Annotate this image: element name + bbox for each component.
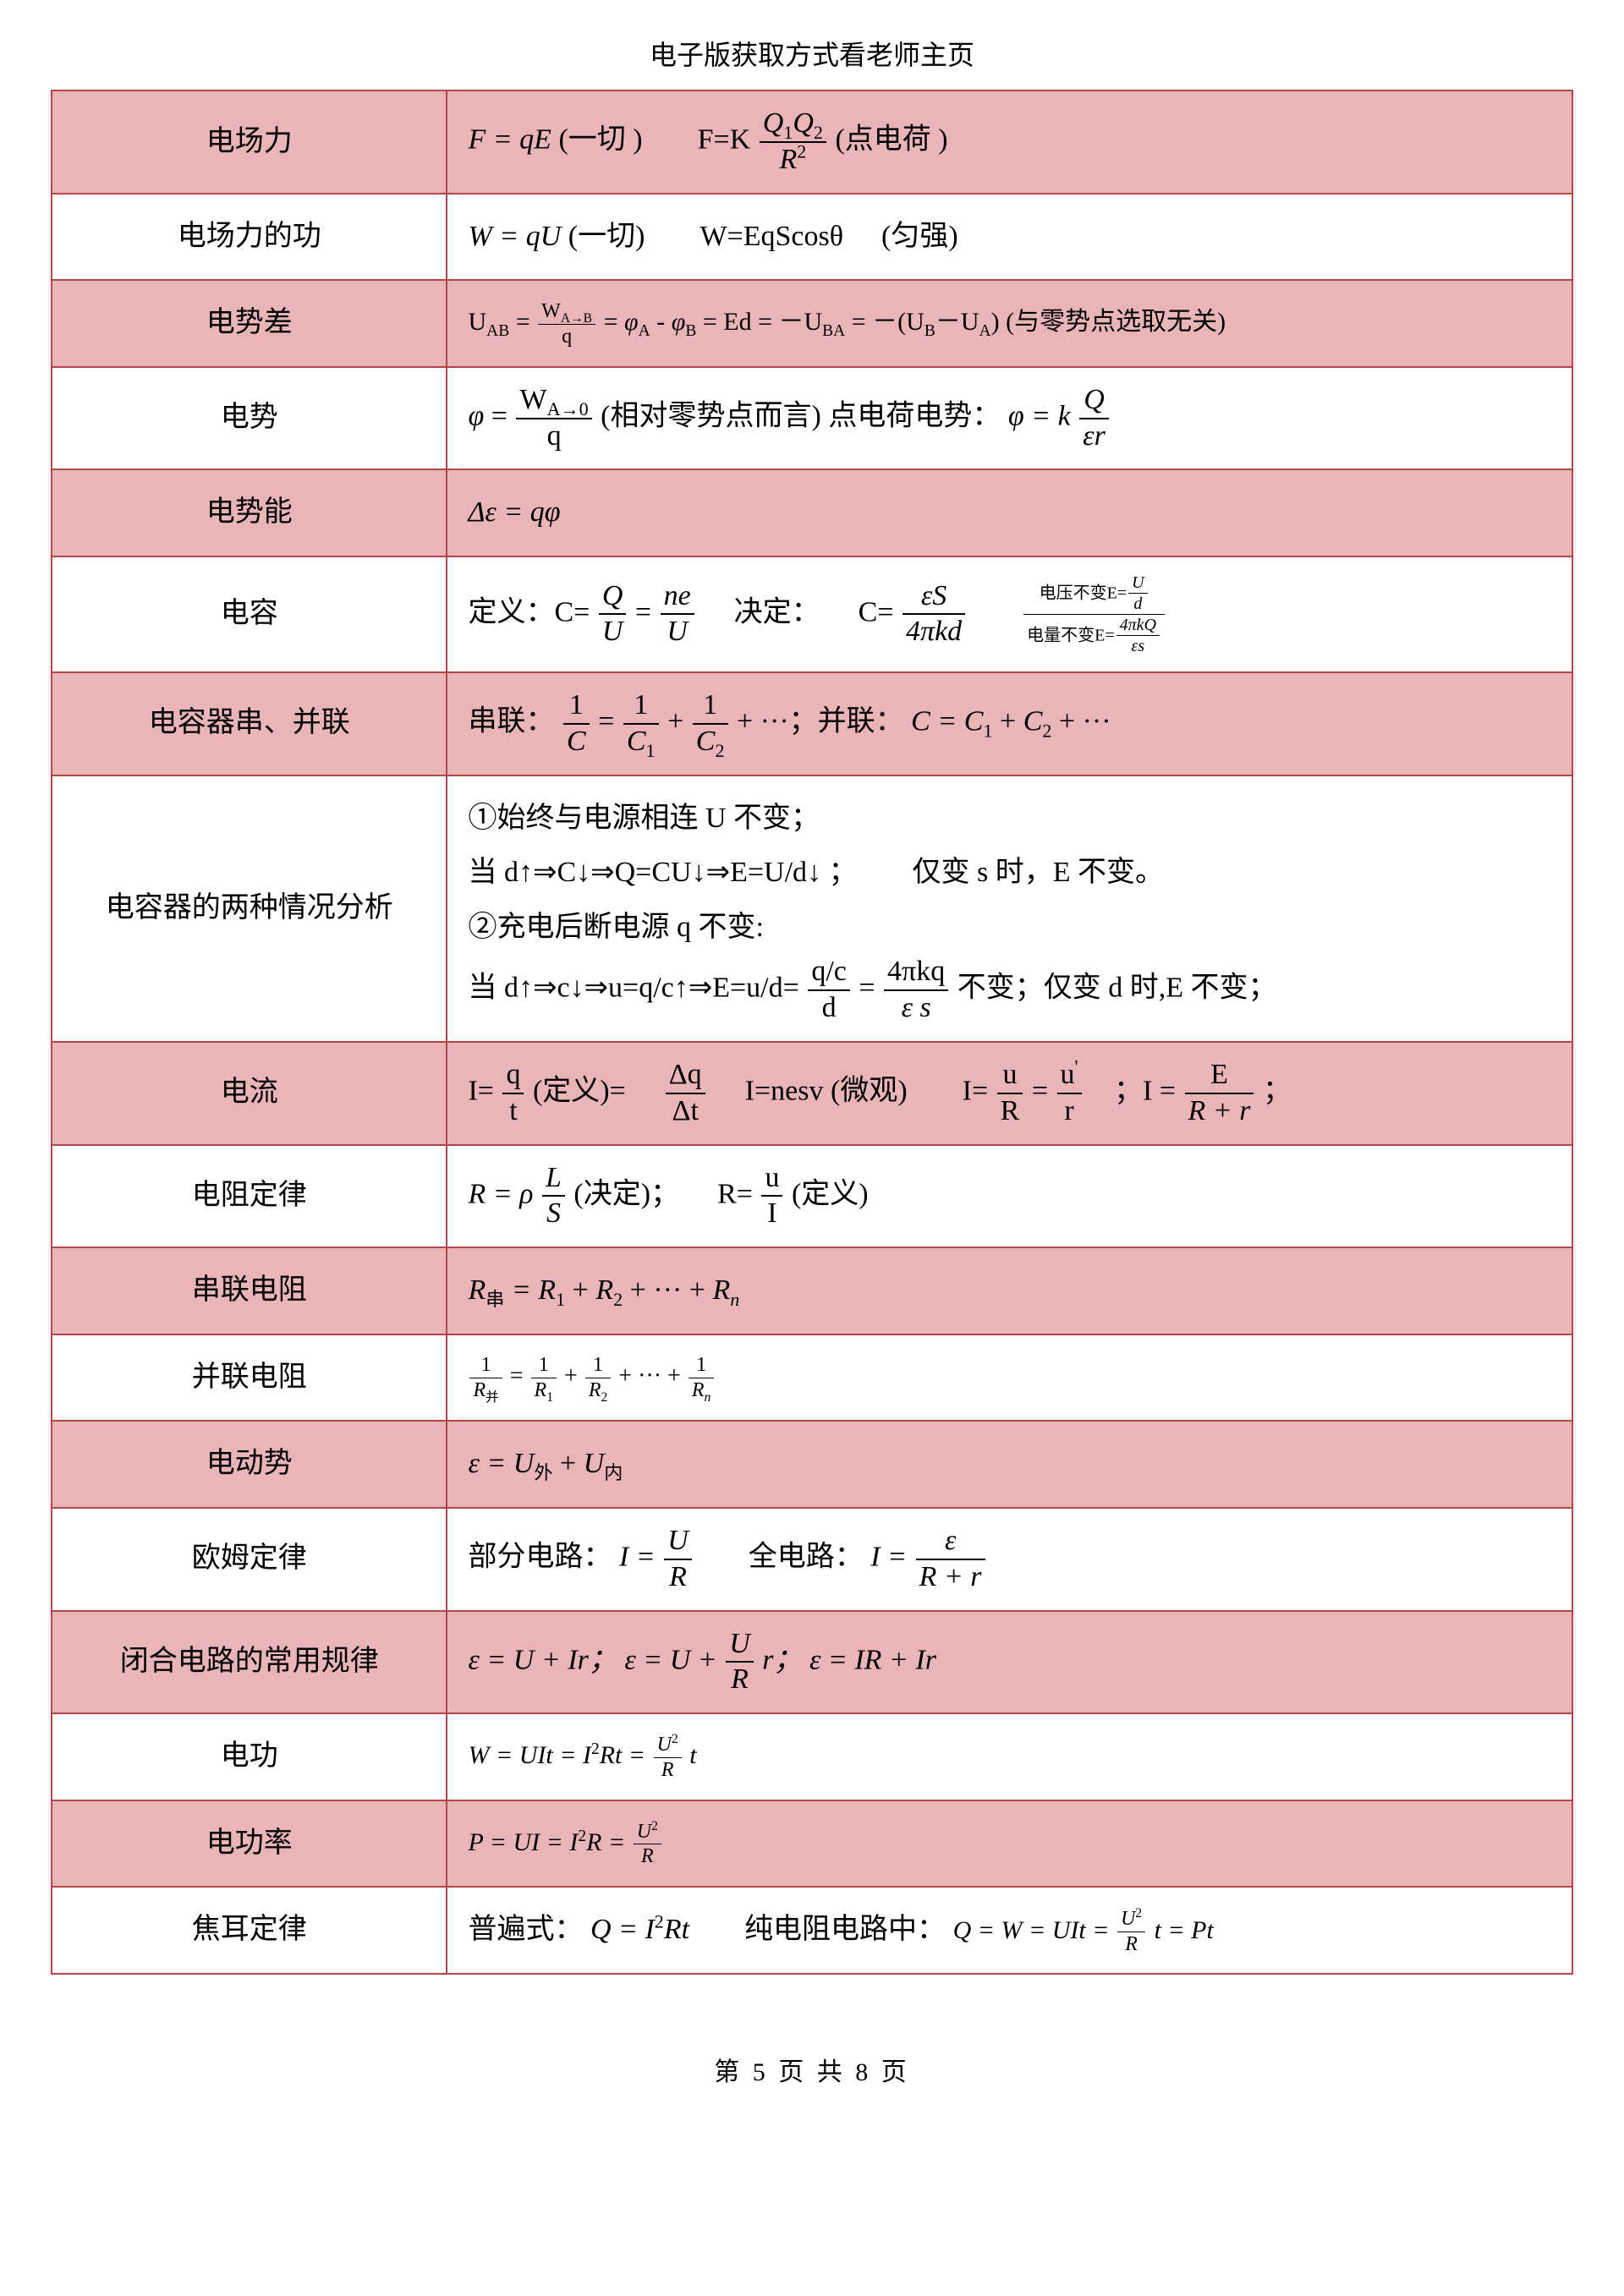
row-formula: φ = WA→0 q (相对零势点而言) 点电荷电势： φ = k Q εr	[447, 367, 1572, 470]
row-label: 电势能	[52, 469, 447, 556]
table-row: 电势差 UAB = WA→B q = φA - φB = Ed = －UBA =…	[52, 280, 1572, 367]
row-formula: 串联： 1 C = 1 C1 + 1 C2 + ···	[447, 672, 1572, 775]
text: 不变；仅变 d 时,E 不变；	[957, 973, 1277, 1004]
text: (定义)=	[533, 1076, 626, 1107]
row-formula: Δε = qφ	[447, 469, 1572, 556]
row-formula: 定义：C= Q U = ne U 决定： C= εS	[447, 556, 1572, 672]
text: ①始终与电源相连 U 不变；	[468, 792, 1551, 847]
text: 串联：	[468, 706, 554, 737]
row-label: 电流	[52, 1042, 447, 1145]
table-row: 电场力 F = qE (一切 ) F=K Q1Q2 R2 (点电荷 )	[52, 90, 1572, 194]
text: (点电荷 )	[835, 124, 947, 156]
row-label: 电势差	[52, 280, 447, 367]
table-row: 电动势 ε = U外 + U内	[52, 1421, 1572, 1508]
table-row: 电阻定律 R = ρ LS (决定)； R= uI (定义)	[52, 1145, 1572, 1248]
table-row: 闭合电路的常用规律 ε = U + Ir； ε = U + UR r； ε = …	[52, 1611, 1572, 1714]
row-label: 电容器的两种情况分析	[52, 775, 447, 1042]
table-row: 电功 W = UIt = I2Rt = U2R t	[52, 1713, 1572, 1800]
row-formula: 部分电路： I = UR 全电路： I = εR + r	[447, 1508, 1572, 1611]
table-row: 欧姆定律 部分电路： I = UR 全电路： I = εR + r	[52, 1508, 1572, 1611]
page-header-note: 电子版获取方式看老师主页	[51, 34, 1573, 73]
row-label: 电势	[52, 367, 447, 470]
text: 当 d↑⇒C↓⇒Q=CU↓⇒E=U/d↓ ；	[468, 857, 857, 888]
row-formula: ε = U + Ir； ε = U + UR r； ε = IR + Ir	[447, 1611, 1572, 1714]
text: 当 d↑⇒c↓⇒u=q/c↑⇒E=u/d=	[468, 973, 798, 1004]
text: (定义)	[792, 1178, 869, 1209]
text: R = ρ	[468, 1178, 533, 1209]
text: ②充电后断电源 q 不变:	[468, 901, 1551, 956]
table-row: 串联电阻 R串 = R1 + R2 + ··· + Rn	[52, 1247, 1572, 1334]
text: (与零势点选取无关)	[1006, 308, 1226, 336]
text: (决定)；	[573, 1178, 679, 1209]
text: Δε = qφ	[468, 496, 560, 528]
text: 纯电阻电路中：	[744, 1914, 946, 1945]
text: 定义：C=	[468, 596, 590, 627]
row-formula: F = qE (一切 ) F=K Q1Q2 R2 (点电荷 )	[447, 90, 1572, 194]
row-formula: R串 = R1 + R2 + ··· + Rn	[447, 1247, 1572, 1334]
row-label: 闭合电路的常用规律	[52, 1611, 447, 1714]
table-row: 电场力的功 W = qU (一切) W=EqScosθ (匀强)	[52, 194, 1572, 281]
row-formula: 普遍式： Q = I2Rt 纯电阻电路中： Q = W = UIt = U2R …	[447, 1887, 1572, 1974]
text: 部分电路：	[468, 1542, 612, 1573]
document-page: 电子版获取方式看老师主页 电场力 F = qE (一切 ) F=K Q1Q2 R…	[0, 0, 1624, 2088]
text: 决定：	[734, 596, 820, 627]
row-label: 电功率	[52, 1800, 447, 1888]
row-formula: ε = U外 + U内	[447, 1421, 1572, 1508]
text: 普遍式：	[468, 1914, 583, 1945]
text: F=K	[698, 124, 751, 156]
row-formula: ①始终与电源相连 U 不变； 当 d↑⇒C↓⇒Q=CU↓⇒E=U/d↓ ； 仅变…	[447, 775, 1572, 1042]
table-row: 电功率 P = UI = I2R = U2R	[52, 1800, 1572, 1888]
table-row: 电容器串、并联 串联： 1 C = 1 C1 + 1 C2	[52, 672, 1572, 775]
physics-formulas-table: 电场力 F = qE (一切 ) F=K Q1Q2 R2 (点电荷 ) 电场力的…	[51, 90, 1573, 1975]
table-row: 焦耳定律 普遍式： Q = I2Rt 纯电阻电路中： Q = W = UIt =…	[52, 1887, 1572, 1974]
row-label: 串联电阻	[52, 1247, 447, 1334]
row-formula: I= qt (定义)= ΔqΔt I=nesv (微观) I= uR = u'r…	[447, 1042, 1572, 1145]
text: ε = IR + Ir	[809, 1644, 936, 1675]
row-formula: R = ρ LS (决定)； R= uI (定义)	[447, 1145, 1572, 1248]
text: ε = U + Ir；	[468, 1644, 617, 1675]
page-footer: 第 5 页 共 8 页	[51, 2051, 1573, 2088]
table-row: 电容 定义：C= Q U = ne U 决定： C=	[52, 556, 1572, 672]
row-formula: UAB = WA→B q = φA - φB = Ed = －UBA = －(U…	[447, 280, 1572, 367]
text: 仅变 s 时，E 不变。	[913, 857, 1165, 888]
table-row: 电容器的两种情况分析 ①始终与电源相连 U 不变； 当 d↑⇒C↓⇒Q=CU↓⇒…	[52, 775, 1572, 1042]
text: F = qE	[468, 124, 551, 156]
row-label: 电场力的功	[52, 194, 447, 281]
row-label: 电容器串、并联	[52, 672, 447, 775]
row-formula: 1R并 = 1R1 + 1R2 + ··· + 1Rn	[447, 1334, 1572, 1422]
row-label: 电功	[52, 1713, 447, 1800]
table-row: 电流 I= qt (定义)= ΔqΔt I=nesv (微观) I= uR = …	[52, 1042, 1572, 1145]
table-row: 电势 φ = WA→0 q (相对零势点而言) 点电荷电势： φ = k Q ε…	[52, 367, 1572, 470]
table-row: 并联电阻 1R并 = 1R1 + 1R2 + ··· + 1Rn	[52, 1334, 1572, 1422]
text: (相对零势点而言) 点电荷电势：	[601, 400, 1001, 431]
row-label: 电动势	[52, 1421, 447, 1508]
text: I=nesv (微观)	[745, 1076, 908, 1107]
text: (一切)	[568, 221, 645, 252]
row-formula: P = UI = I2R = U2R	[447, 1800, 1572, 1888]
text: 全电路：	[749, 1542, 864, 1573]
row-label: 欧姆定律	[52, 1508, 447, 1611]
text: r；	[762, 1644, 802, 1675]
row-label: 电阻定律	[52, 1145, 447, 1248]
text: (一切 )	[558, 124, 642, 156]
row-formula: W = qU (一切) W=EqScosθ (匀强)	[447, 194, 1572, 281]
row-label: 并联电阻	[52, 1334, 447, 1422]
row-formula: W = UIt = I2Rt = U2R t	[447, 1713, 1572, 1800]
text: R=	[717, 1178, 753, 1209]
text: W = qU	[468, 221, 561, 252]
text: ε = U +	[624, 1644, 716, 1675]
row-label: 焦耳定律	[52, 1887, 447, 1974]
row-label: 电容	[52, 556, 447, 672]
row-label: 电场力	[52, 90, 447, 194]
text: (匀强)	[881, 221, 958, 252]
text: W=EqScosθ	[700, 221, 843, 252]
table-row: 电势能 Δε = qφ	[52, 469, 1572, 556]
